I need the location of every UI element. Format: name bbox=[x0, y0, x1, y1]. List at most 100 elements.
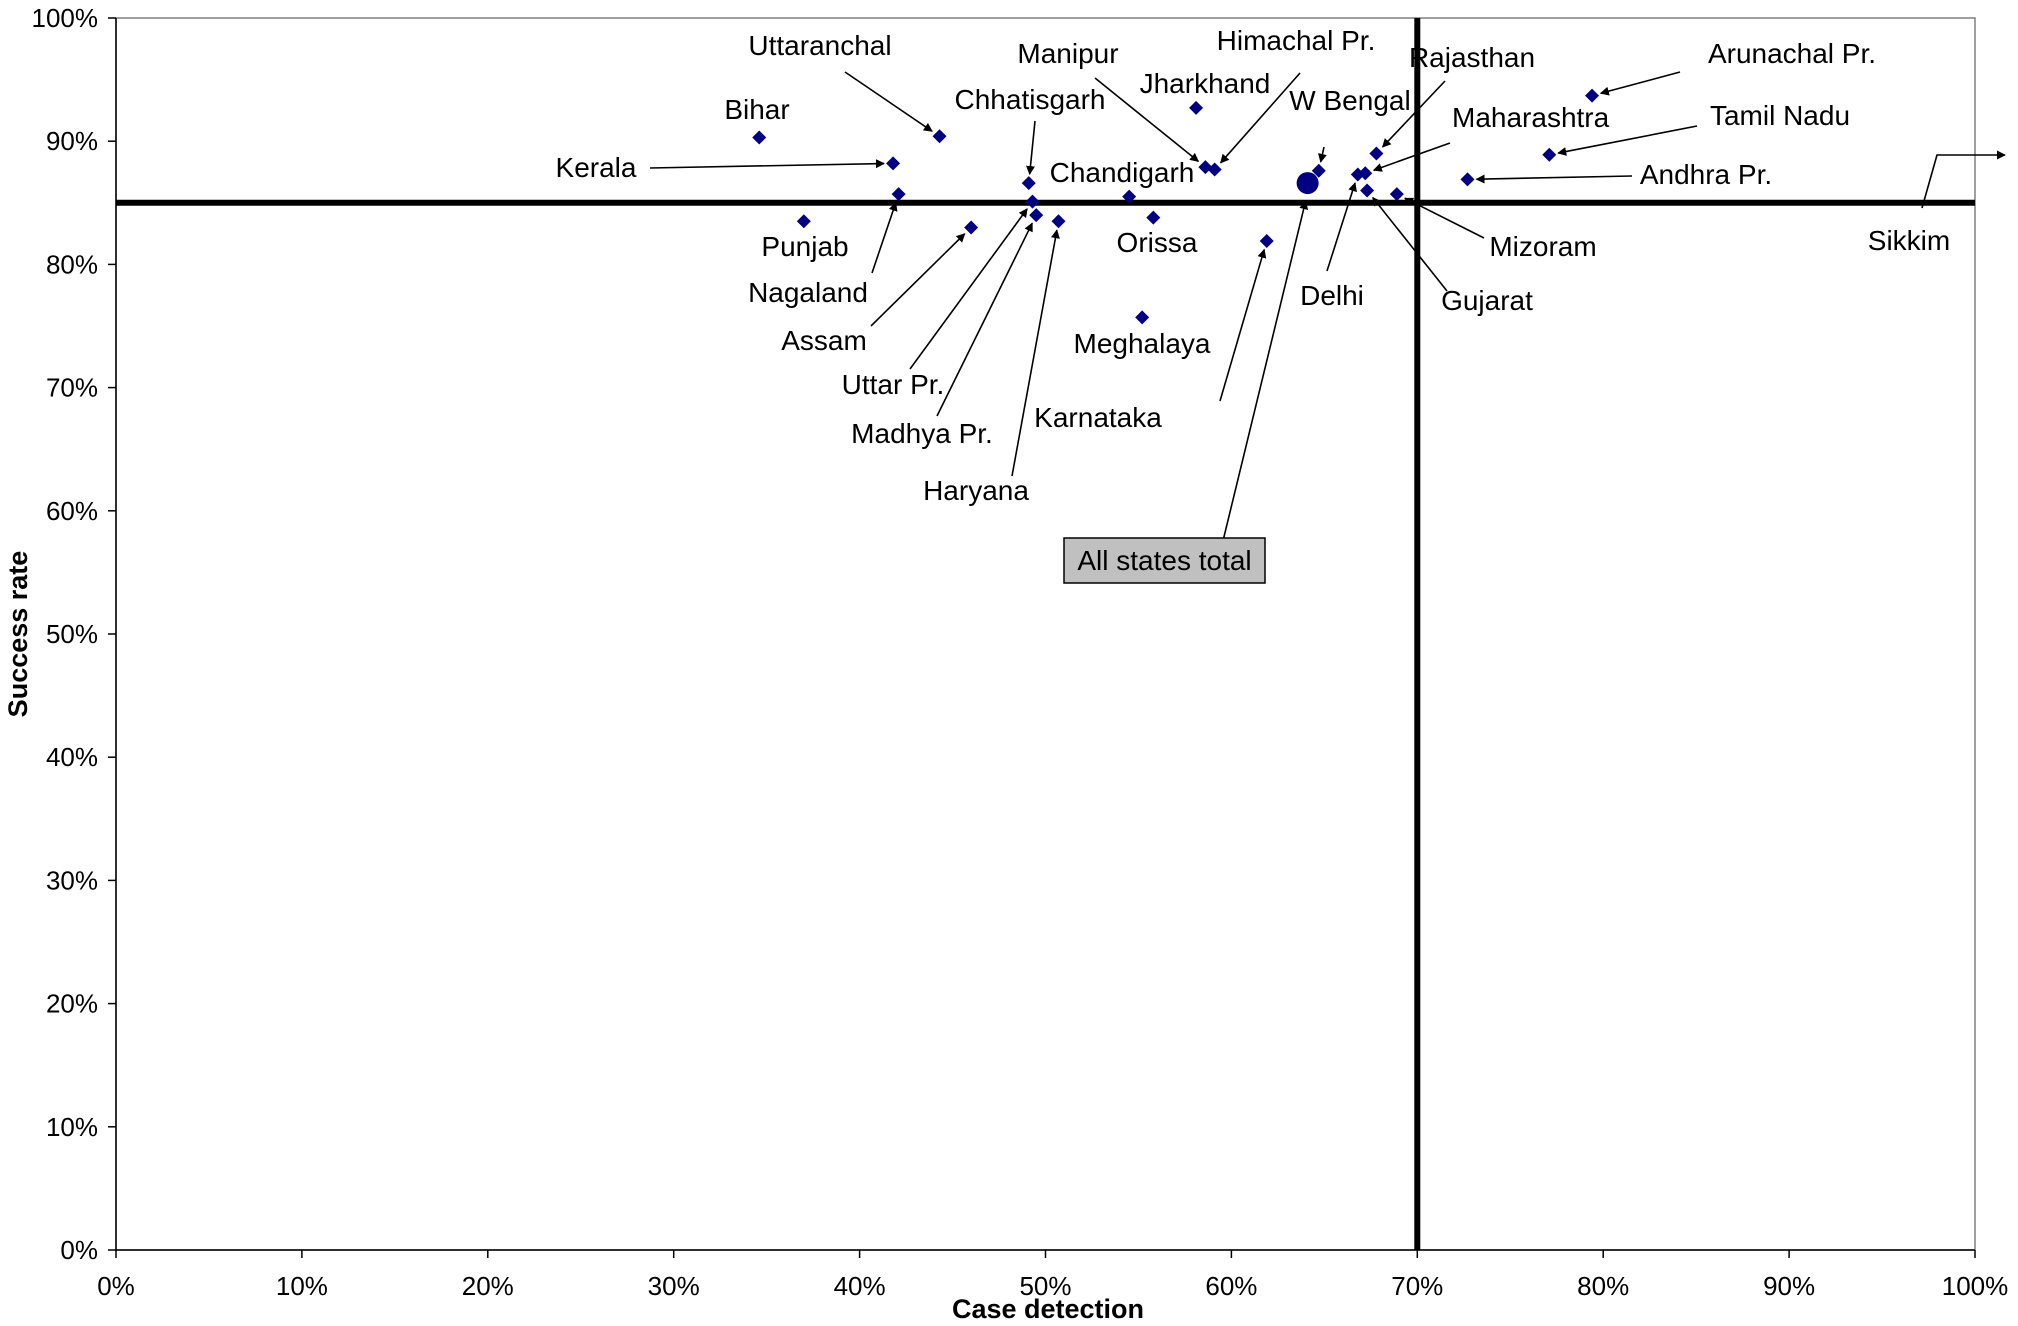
x-tick-label: 70% bbox=[1391, 1271, 1443, 1301]
data-point bbox=[891, 187, 906, 202]
point-label: Nagaland bbox=[748, 277, 868, 308]
annotation-arrow bbox=[1219, 248, 1267, 402]
data-point bbox=[1311, 163, 1326, 178]
data-point bbox=[1021, 176, 1036, 191]
point-label: Manipur bbox=[1017, 38, 1118, 69]
annotation-arrow bbox=[1094, 77, 1200, 163]
plot-frame bbox=[115, 17, 1976, 1251]
annotation-arrow bbox=[871, 201, 898, 274]
x-tick-label: 50% bbox=[1019, 1271, 1071, 1301]
x-tick-label: 90% bbox=[1763, 1271, 1815, 1301]
y-tick-label: 50% bbox=[46, 619, 98, 649]
annotation-arrow bbox=[1557, 125, 1698, 156]
x-tick-label: 10% bbox=[276, 1271, 328, 1301]
y-tick-label: 70% bbox=[46, 373, 98, 403]
x-axis-title: Case detection bbox=[952, 1294, 1144, 1324]
y-tick-label: 10% bbox=[46, 1112, 98, 1142]
annotation-arrow bbox=[936, 222, 1033, 417]
point-label: Madhya Pr. bbox=[851, 418, 993, 449]
data-point bbox=[1542, 147, 1557, 162]
data-point bbox=[1135, 310, 1150, 325]
point-label: Jharkhand bbox=[1140, 68, 1271, 99]
annotations bbox=[649, 71, 2006, 546]
data-point bbox=[964, 220, 979, 235]
y-axis-title: Success rate bbox=[3, 551, 33, 718]
annotation-arrow bbox=[1318, 146, 1327, 163]
x-tick-label: 80% bbox=[1577, 1271, 1629, 1301]
annotation-arrow bbox=[1404, 197, 1485, 239]
annotation-arrow-all-states bbox=[1221, 200, 1309, 546]
point-label: Punjab bbox=[761, 231, 848, 262]
point-label: Rajasthan bbox=[1409, 42, 1535, 73]
point-label: Andhra Pr. bbox=[1640, 159, 1772, 190]
data-point bbox=[1189, 100, 1204, 115]
x-tick-label: 0% bbox=[97, 1271, 135, 1301]
x-axis: 0% 10% 20% 30% 40% 50% 60% 70% 80% 90% 100% bbox=[97, 1249, 2009, 1301]
point-labels: Bihar Uttaranchal Kerala Nagaland Punjab Assa… bbox=[556, 25, 1950, 584]
y-tick-label: 20% bbox=[46, 989, 98, 1019]
point-label: Mizoram bbox=[1489, 231, 1596, 262]
point-label: Haryana bbox=[923, 475, 1029, 506]
annotation-arrow bbox=[1381, 80, 1446, 148]
annotation-arrow bbox=[1372, 142, 1451, 172]
point-label: Uttaranchal bbox=[748, 30, 891, 61]
y-tick-label: 90% bbox=[46, 126, 98, 156]
point-label: Delhi bbox=[1300, 280, 1364, 311]
annotation-arrow bbox=[1372, 196, 1448, 292]
point-label: W Bengal bbox=[1289, 85, 1410, 116]
point-label: Sikkim bbox=[1868, 225, 1950, 256]
point-label: Kerala bbox=[556, 152, 637, 183]
point-label: Karnataka bbox=[1034, 402, 1162, 433]
x-tick-label: 100% bbox=[1942, 1271, 2009, 1301]
annotation-arrow bbox=[1326, 182, 1357, 272]
data-point bbox=[1146, 210, 1161, 225]
data-point bbox=[1122, 189, 1137, 204]
point-label: Tamil Nadu bbox=[1710, 100, 1850, 131]
point-label: Himachal Pr. bbox=[1217, 25, 1376, 56]
point-label: Assam bbox=[781, 325, 867, 356]
y-tick-label: 80% bbox=[46, 249, 98, 279]
data-point bbox=[1358, 166, 1373, 181]
annotation-arrow bbox=[1011, 229, 1060, 477]
x-tick-label: 40% bbox=[834, 1271, 886, 1301]
annotation-arrow bbox=[1599, 71, 1681, 96]
annotation-arrow bbox=[844, 71, 933, 132]
plot-area bbox=[115, 17, 1976, 1251]
x-tick-label: 60% bbox=[1205, 1271, 1257, 1301]
annotation-arrow bbox=[1220, 72, 1301, 164]
point-label: Arunachal Pr. bbox=[1708, 38, 1876, 69]
y-tick-label: 60% bbox=[46, 496, 98, 526]
data-point bbox=[1460, 172, 1475, 187]
annotation-arrow-sikkim bbox=[1921, 150, 2006, 209]
summary-label: All states total bbox=[1077, 545, 1251, 576]
point-label: Orissa bbox=[1117, 227, 1198, 258]
data-point bbox=[1029, 208, 1044, 223]
summary-label-box bbox=[1063, 537, 1266, 584]
point-label: Uttar Pr. bbox=[842, 369, 945, 400]
x-tick-label: 30% bbox=[648, 1271, 700, 1301]
point-label: Chandigarh bbox=[1050, 157, 1195, 188]
data-point bbox=[932, 129, 947, 144]
data-point bbox=[1207, 162, 1222, 177]
data-point bbox=[1025, 194, 1040, 209]
point-label: Chhatisgarh bbox=[955, 84, 1106, 115]
data-point bbox=[886, 156, 901, 171]
point-label: Maharashtra bbox=[1452, 102, 1610, 133]
data-point bbox=[1259, 233, 1274, 248]
data-points bbox=[752, 88, 1600, 325]
data-point bbox=[796, 214, 811, 229]
point-label: Gujarat bbox=[1441, 285, 1533, 316]
annotation-arrow bbox=[1475, 174, 1633, 184]
y-tick-label: 100% bbox=[32, 3, 99, 33]
summary-point bbox=[1296, 172, 1319, 195]
data-point bbox=[1360, 183, 1375, 198]
data-point bbox=[1051, 214, 1066, 229]
data-point bbox=[1585, 88, 1600, 103]
annotation-arrow bbox=[909, 208, 1028, 370]
data-point bbox=[752, 130, 767, 145]
data-point bbox=[1389, 187, 1404, 202]
data-point bbox=[1369, 146, 1384, 161]
annotation-arrow bbox=[1025, 120, 1036, 176]
y-tick-label: 0% bbox=[60, 1235, 98, 1265]
